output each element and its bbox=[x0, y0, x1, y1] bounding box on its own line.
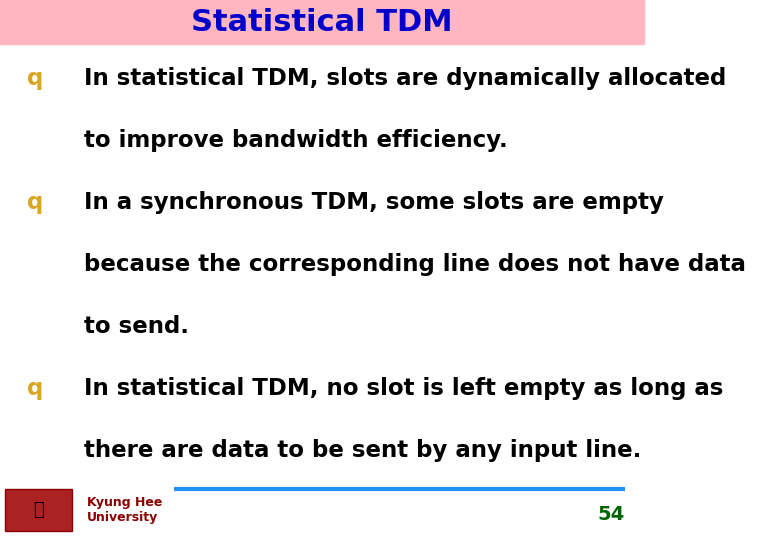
FancyBboxPatch shape bbox=[5, 489, 72, 531]
Text: to improve bandwidth efficiency.: to improve bandwidth efficiency. bbox=[83, 129, 508, 152]
Text: Statistical TDM: Statistical TDM bbox=[191, 8, 453, 37]
Text: In statistical TDM, slots are dynamically allocated: In statistical TDM, slots are dynamicall… bbox=[83, 67, 726, 90]
Text: In statistical TDM, no slot is left empty as long as: In statistical TDM, no slot is left empt… bbox=[83, 377, 723, 400]
Text: q: q bbox=[27, 191, 44, 214]
Text: because the corresponding line does not have data: because the corresponding line does not … bbox=[83, 253, 746, 276]
Text: In a synchronous TDM, some slots are empty: In a synchronous TDM, some slots are emp… bbox=[83, 191, 664, 214]
Text: 🏛: 🏛 bbox=[34, 501, 44, 519]
FancyBboxPatch shape bbox=[0, 0, 644, 44]
Text: there are data to be sent by any input line.: there are data to be sent by any input l… bbox=[83, 440, 641, 462]
Text: 54: 54 bbox=[597, 505, 625, 524]
Text: q: q bbox=[27, 377, 44, 400]
Text: to send.: to send. bbox=[83, 315, 189, 338]
Text: Kyung Hee
University: Kyung Hee University bbox=[87, 496, 162, 524]
Text: q: q bbox=[27, 67, 44, 90]
